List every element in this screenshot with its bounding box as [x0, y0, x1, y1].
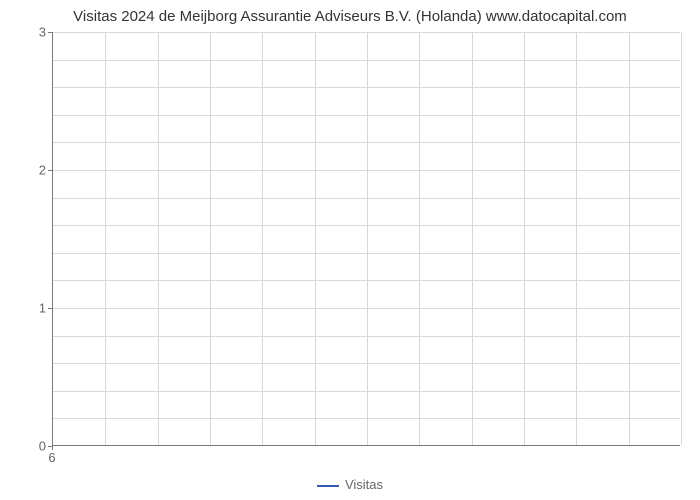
chart-container: Visitas 2024 de Meijborg Assurantie Advi…	[0, 0, 700, 500]
gridline-v	[576, 32, 577, 445]
gridline-v	[681, 32, 682, 445]
x-tick-label: 6	[48, 450, 55, 465]
gridline-v	[524, 32, 525, 445]
y-tick-label: 1	[34, 301, 46, 316]
gridline-v	[105, 32, 106, 445]
legend-line	[317, 485, 339, 487]
y-tick-mark	[48, 308, 52, 309]
legend-label: Visitas	[345, 477, 383, 492]
plot-area	[52, 32, 680, 446]
gridline-v	[158, 32, 159, 445]
x-tick-mark	[52, 446, 53, 450]
gridline-v	[315, 32, 316, 445]
y-tick-mark	[48, 32, 52, 33]
gridline-v	[367, 32, 368, 445]
gridline-v	[262, 32, 263, 445]
y-tick-mark	[48, 170, 52, 171]
legend: Visitas	[0, 477, 700, 492]
gridline-v	[419, 32, 420, 445]
y-tick-label: 2	[34, 163, 46, 178]
gridline-v	[629, 32, 630, 445]
chart-title: Visitas 2024 de Meijborg Assurantie Advi…	[0, 8, 700, 25]
y-tick-label: 0	[34, 439, 46, 454]
gridline-v	[210, 32, 211, 445]
gridline-v	[472, 32, 473, 445]
y-tick-label: 3	[34, 25, 46, 40]
